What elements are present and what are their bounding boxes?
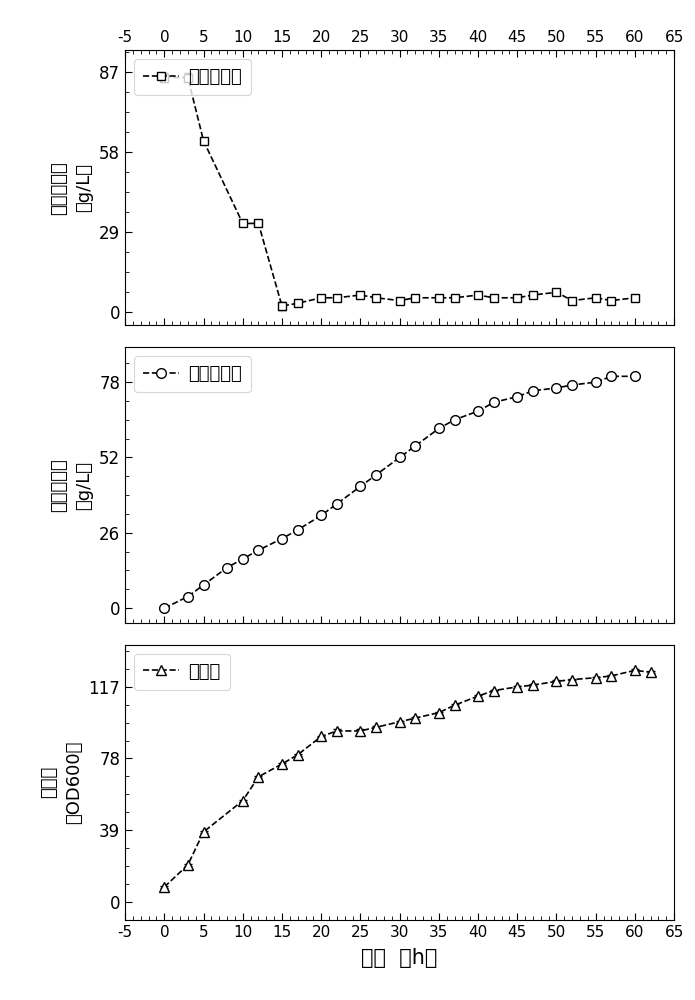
- Y-axis label: 葫葡糖浓度
（g/L）: 葫葡糖浓度 （g/L）: [51, 161, 94, 215]
- X-axis label: 时间  （h）: 时间 （h）: [361, 948, 438, 968]
- Legend: 葫葡糖浓度: 葫葡糖浓度: [134, 59, 251, 95]
- Y-axis label: 生物量
（OD600）: 生物量 （OD600）: [40, 741, 83, 824]
- Legend: 生物量: 生物量: [134, 654, 229, 690]
- Y-axis label: 缬氨酸浓度
（g/L）: 缬氨酸浓度 （g/L）: [51, 458, 94, 512]
- Legend: 缬氨酸浓度: 缬氨酸浓度: [134, 356, 251, 392]
